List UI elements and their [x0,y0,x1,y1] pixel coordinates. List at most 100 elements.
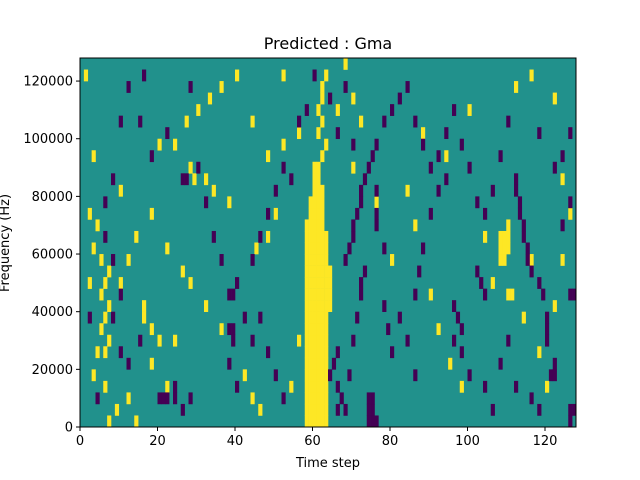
heatmap-cell-high [103,277,108,289]
heatmap-cell-high [99,288,104,301]
heatmap-cell-low [417,265,422,278]
heatmap-cell-low [444,127,449,140]
heatmap-cell-low [204,196,209,209]
heatmap-cell-high [250,392,255,405]
heatmap-cell-low [467,161,472,174]
heatmap-cell-low [227,357,232,370]
heatmap-cell-low [111,254,116,266]
heatmap-cell-high [421,127,426,140]
heatmap-cell-high [320,207,325,220]
heatmap-cell-low [370,403,375,416]
heatmap-cell-low [273,184,278,197]
heatmap-cell-high [316,334,321,347]
heatmap-cell-high [312,265,317,278]
heatmap-cell-high [328,265,333,278]
heatmap-cell-low [118,346,123,359]
heatmap-cell-high [316,104,321,116]
heatmap-cell-high [312,369,317,382]
heatmap-cell-high [316,161,321,174]
heatmap-cell-high [335,104,340,116]
heatmap-cell-high [320,230,325,243]
heatmap-cell-high [316,173,321,186]
heatmap-cell-low [297,115,302,128]
heatmap-cell-high [312,300,317,312]
heatmap-cell-high [324,69,329,82]
heatmap-cell-low [545,311,550,324]
heatmap-cell-low [390,104,395,116]
heatmap-cell-high [312,254,317,266]
heatmap-cell-low [235,380,240,393]
heatmap-cell-high [142,311,147,324]
heatmap-cell-high [316,184,321,197]
heatmap-cell-low [355,311,360,324]
heatmap-cell-high [273,207,278,220]
heatmap-cell-high [316,403,321,416]
heatmap-cell-low [421,138,426,151]
heatmap-cell-high [510,288,515,301]
heatmap-cell-low [525,254,530,266]
heatmap-cell-high [304,403,309,416]
heatmap-cell-high [320,196,325,209]
heatmap-cell-low [231,288,236,301]
heatmap-cell-low [266,207,271,220]
heatmap-cell-high [188,277,193,289]
heatmap-cell-high [304,300,309,312]
heatmap-cell-high [324,323,329,336]
heatmap-cell-low [347,242,352,255]
heatmap-cell-low [506,115,511,128]
heatmap-cell-high [320,403,325,416]
heatmap-cell-low [370,150,375,163]
heatmap-cell-high [324,334,329,347]
heatmap-cell-high [219,81,224,93]
heatmap-cell-low [428,207,433,220]
heatmap-cell-high [304,219,309,232]
heatmap-cell-high [324,230,329,243]
heatmap-cell-low [483,288,488,301]
heatmap-cell-low [568,288,573,301]
heatmap-cell-low [359,196,364,209]
heatmap-cell-high [316,196,321,209]
y-axis-label: Frequency (Hz) [0,194,13,292]
heatmap-cell-low [572,288,577,301]
heatmap-cell-high [103,311,108,324]
heatmap-cell-high [312,334,317,347]
heatmap-cell-high [320,81,325,93]
heatmap-cell-low [173,392,178,405]
heatmap-cell-high [308,357,313,370]
heatmap-cell-high [103,346,108,359]
heatmap-cell-high [118,277,123,289]
heatmap-cell-low [444,173,449,186]
heatmap-cell-low [374,184,379,197]
heatmap-cell-low [490,184,495,197]
heatmap-cell-high [308,277,313,289]
heatmap-cell-high [107,415,112,428]
heatmap-cell-high [114,403,120,416]
heatmap-cell-low [545,323,550,336]
heatmap-cell-low [188,392,193,405]
heatmap-cell-high [227,196,232,209]
y-tick-label: 40000 [32,305,73,320]
heatmap-cell-high [568,207,573,220]
heatmap-cell-high [390,254,395,266]
heatmap-cell-high [343,58,348,70]
heatmap-cell-high [328,300,333,312]
heatmap-cell-high [320,277,325,289]
heatmap-cell-low [517,207,523,220]
heatmap-cell-low [328,369,333,382]
heatmap-cell-high [316,311,321,324]
heatmap-cell-low [467,369,472,382]
heatmap-cell-low [374,219,379,232]
heatmap-cell-low [331,357,337,370]
heatmap-cell-high [506,242,511,255]
y-tick-label: 120000 [23,75,73,90]
heatmap-cell-low [498,357,503,370]
heatmap-cell-low [397,92,402,105]
heatmap-cell-high [308,196,313,209]
x-tick-label: 0 [76,434,84,449]
heatmap-cell-high [320,346,325,359]
heatmap-cell-low [521,219,526,232]
heatmap-cell-low [343,81,348,93]
heatmap-cell-low [521,230,526,243]
heatmap-cell-high [467,104,472,116]
x-tick-label: 20 [149,434,166,449]
